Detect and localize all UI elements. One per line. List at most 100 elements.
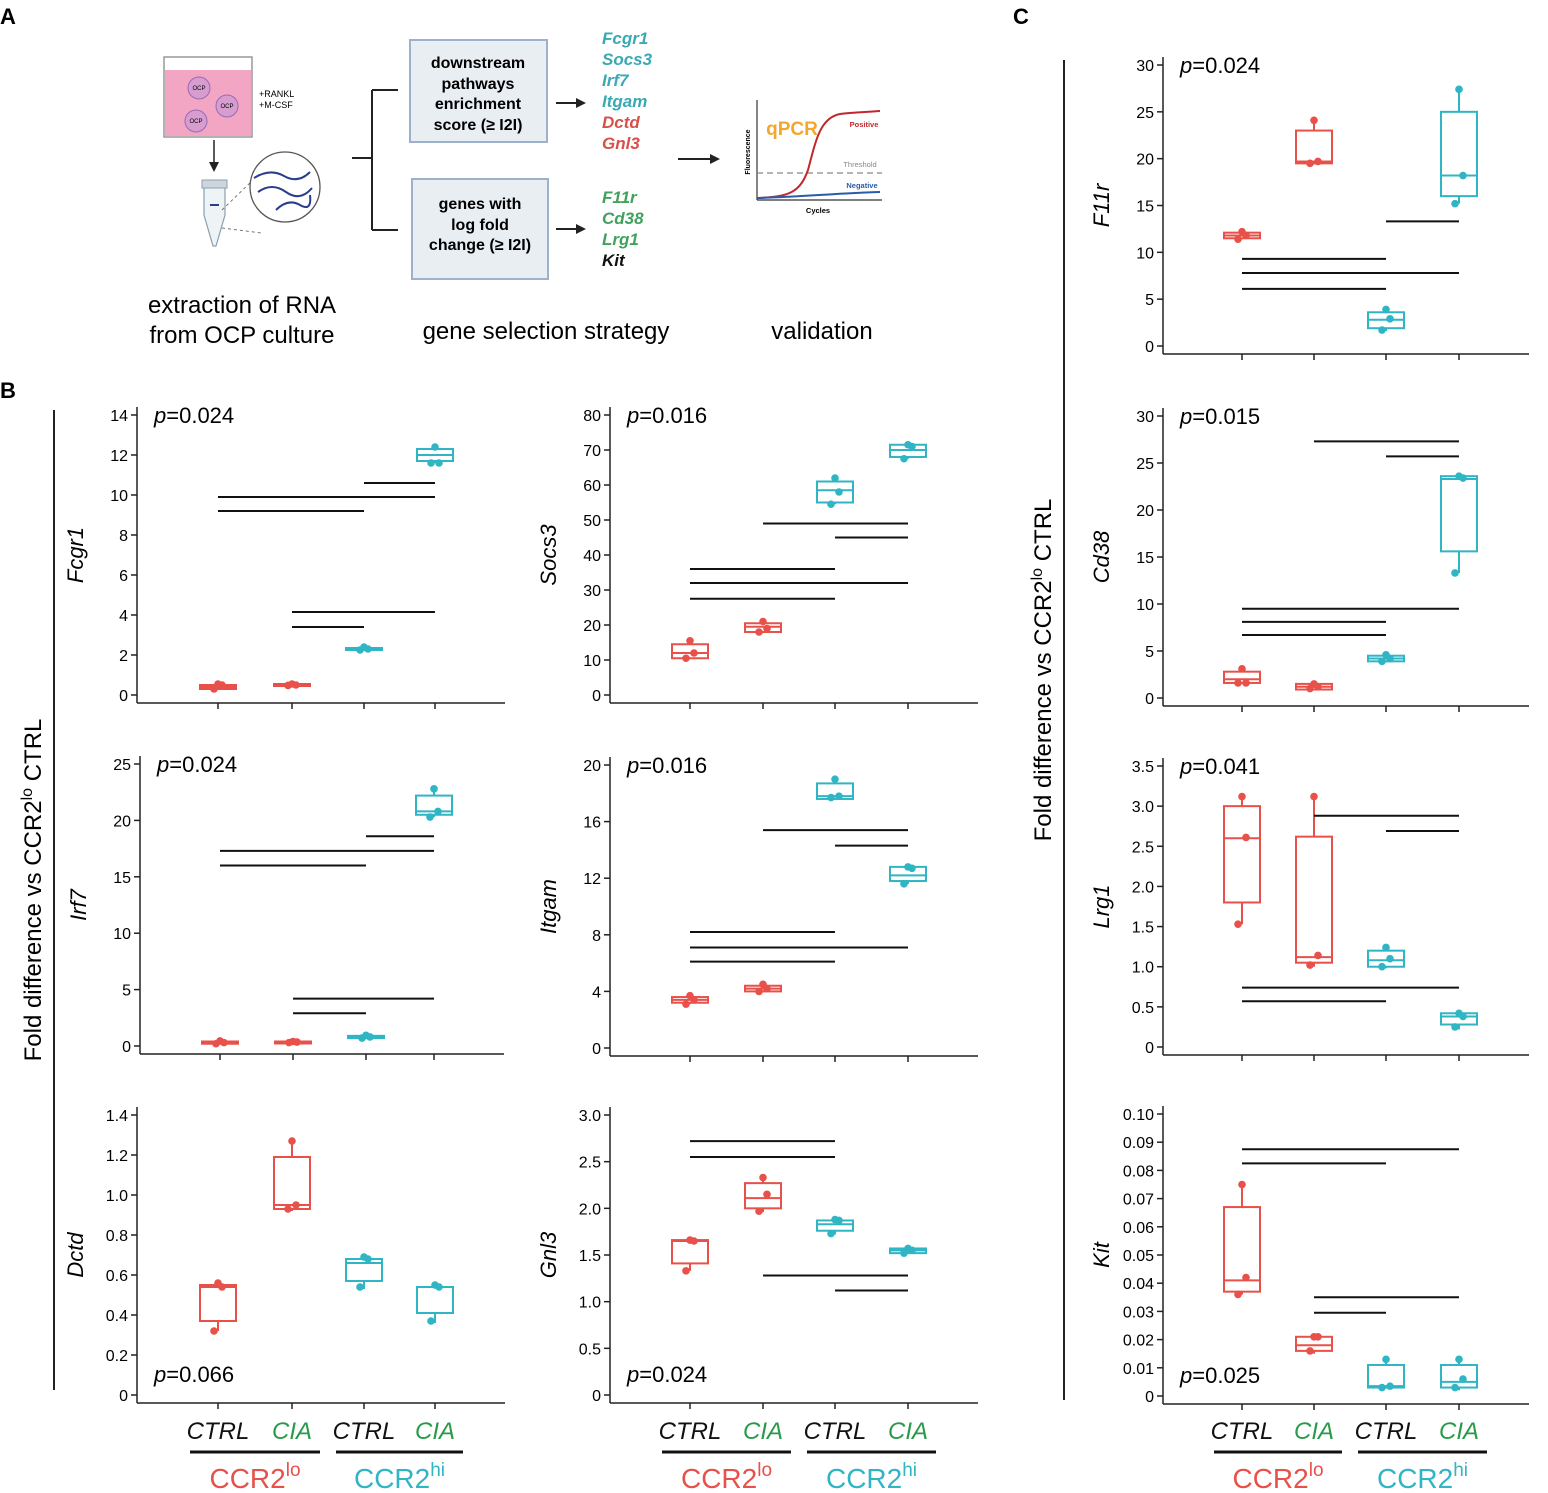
data-point [1459,171,1467,180]
box-dctd-group-3 [345,1253,383,1291]
y-tick-label: 30 [1136,409,1154,426]
y-tick-label: 0.01 [1123,1361,1154,1378]
cia-label: CIA [415,1418,455,1445]
data-point [1306,159,1314,168]
box-kit-group-3 [1367,1355,1405,1392]
data-point [1242,679,1250,687]
gene-axis-label: Irf7 [66,888,91,921]
y-tick-label: 10 [110,488,128,505]
qpcr-curve-icon [756,100,882,201]
data-point [831,775,839,783]
data-point [1234,920,1242,928]
box-kit-group-1 [1223,1180,1261,1299]
medium-label: +M-CSF [259,100,293,110]
data-point [682,1000,690,1008]
y-tick-label: 4 [592,984,601,1001]
p-value-label: p=0.024 [156,752,237,777]
gene-axis-label: F11r [1089,182,1114,227]
cia-label: CIA [743,1418,783,1445]
y-tick-label: 0.06 [1123,1220,1154,1237]
cia-label: CIA [1294,1418,1334,1445]
chart-cd38: 0 5 10 15 20 25 30 Cd38 p=0.015 [1089,404,1529,712]
box-iqr [1440,110,1478,198]
ocp-label: OCP [189,119,202,125]
gene-axis-label: Fcgr1 [63,527,88,583]
data-point [690,649,698,657]
data-point [1451,199,1459,208]
p-value-label: p=0.024 [1179,53,1260,78]
data-point [904,863,912,871]
data-point [284,1205,292,1213]
data-point [900,454,908,463]
data-point [1382,650,1390,659]
ctrl-label: CTRL [659,1418,722,1445]
data-point [1378,962,1386,971]
chart-f11r: 0 5 10 15 20 25 30 F11r p=0.024 [1089,53,1529,360]
y-tick-label: 0.02 [1123,1333,1154,1350]
y-tick-label: 0.08 [1123,1163,1154,1180]
data-point [1451,1383,1459,1392]
data-point [759,980,767,989]
data-point [360,643,368,651]
data-point [1234,1290,1242,1299]
box-cd38-group-3 [1367,650,1405,666]
box2-line: genes with [439,196,522,213]
data-point [1451,569,1459,577]
y-tick-label: 0.10 [1123,1107,1154,1124]
y-tick-label: 0.8 [106,1228,128,1245]
data-point [1455,472,1463,480]
y-tick-label: 0 [592,688,601,705]
qpcr-positive-label: Positive [850,120,879,129]
box-irf7-group-4 [415,785,453,821]
p-value-label: p=0.066 [153,1362,234,1387]
data-point [1238,227,1246,236]
ocp-label: OCP [220,104,233,110]
box1-line: pathways [442,76,515,93]
gene-axis-label: Gnl3 [536,1231,561,1278]
box-itgam-group-2 [744,980,782,996]
y-tick-label: 2 [119,648,128,665]
gene-name-socs3: Socs3 [602,50,653,69]
data-point [763,1190,771,1199]
data-point [904,1244,912,1253]
box-iqr [415,794,453,816]
data-point [1314,157,1322,166]
y-tick-label: 8 [119,528,128,545]
extraction-caption: from OCP culture [150,322,335,349]
chart-socs3: 0 10 20 30 40 50 60 70 80 Socs3 p=0.016 [536,403,978,709]
box-iqr [744,1182,782,1210]
data-point [292,1201,300,1209]
gene-name-gnl3: Gnl3 [602,134,640,153]
data-point [1242,833,1250,842]
y-tick-label: 12 [110,448,128,465]
gene-name-itgam: Itgam [602,92,647,111]
box-socs3-group-4 [889,440,927,463]
y-tick-label: 60 [583,478,601,495]
y-tick-label: 0 [1145,339,1154,356]
box1-line: downstream [431,55,525,72]
data-point [1451,1023,1459,1031]
y-tick-label: 15 [113,870,131,887]
data-point [216,1037,224,1045]
box-lrg1-group-4 [1440,1009,1478,1031]
data-point [686,636,694,645]
gene-name-cd38: Cd38 [602,209,644,228]
branch-bracket [352,89,398,231]
data-point [431,443,439,451]
data-point [1386,1382,1394,1390]
box-iqr [1367,1363,1405,1389]
p-value-label: p=0.024 [153,403,234,428]
box-itgam-group-4 [889,863,927,888]
y-tick-label: 2.0 [1132,879,1154,896]
box-iqr [199,1284,237,1322]
chart-irf7: 0 5 10 15 20 25 Irf7 p=0.024 [66,752,504,1060]
y-tick-label: 20 [1136,503,1154,520]
panel-label-a: A [0,4,16,29]
y-tick-label: 20 [113,813,131,830]
data-point [827,793,835,802]
pathway-enrichment-box [409,39,548,143]
extraction-caption: extraction of RNA [148,292,336,319]
y-tick-label: 0.4 [106,1308,128,1325]
data-point [755,987,763,996]
gene-axis-label: Dctd [63,1232,88,1278]
